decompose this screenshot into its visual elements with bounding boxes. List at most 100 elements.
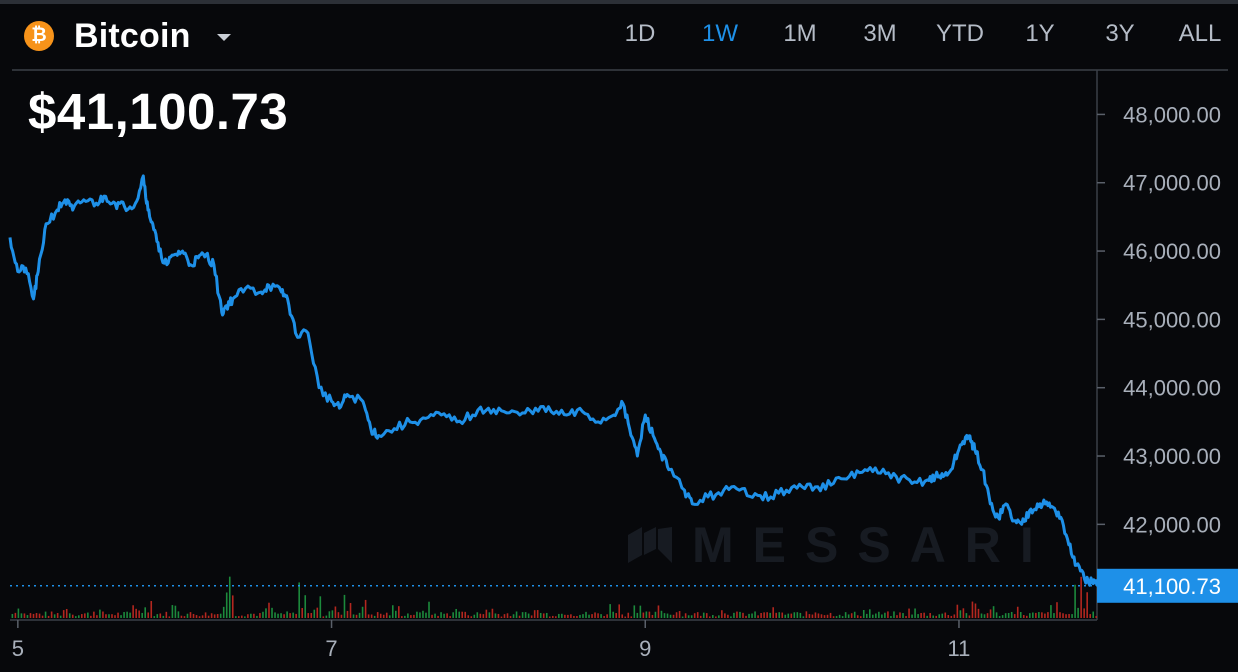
volume-bar bbox=[1062, 613, 1064, 618]
tab-3y[interactable]: 3Y bbox=[1105, 20, 1135, 47]
volume-bar bbox=[585, 611, 587, 618]
volume-bar bbox=[404, 615, 406, 618]
volume-bar bbox=[1086, 592, 1088, 618]
chevron-down-icon[interactable] bbox=[216, 34, 231, 41]
volume-bar bbox=[105, 614, 107, 618]
volume-bar bbox=[497, 613, 500, 618]
volume-bar bbox=[87, 612, 89, 618]
volume-bar bbox=[718, 615, 720, 618]
tab-1w[interactable]: 1W bbox=[702, 20, 738, 47]
volume-bar bbox=[545, 612, 548, 618]
volume-bar bbox=[548, 616, 551, 618]
volume-bar bbox=[757, 615, 759, 618]
volume-bar bbox=[1071, 614, 1073, 618]
volume-bar bbox=[102, 611, 104, 618]
volume-bar bbox=[612, 611, 614, 618]
volume-bar bbox=[150, 601, 153, 618]
volume-bar bbox=[431, 614, 433, 618]
volume-bar bbox=[920, 612, 922, 618]
volume-bar bbox=[739, 611, 741, 618]
volume-bar bbox=[533, 610, 536, 618]
volume-bar bbox=[974, 603, 977, 618]
y-tick-label: 43,000.00 bbox=[1123, 444, 1221, 469]
volume-bar bbox=[1013, 614, 1016, 618]
asset-selector[interactable]: ₿ Bitcoin bbox=[24, 16, 231, 56]
volume-bar bbox=[772, 607, 774, 618]
volume-bar bbox=[672, 614, 675, 618]
volume-bar bbox=[745, 615, 747, 618]
volume-bar bbox=[793, 612, 796, 618]
volume-bar bbox=[247, 614, 249, 618]
volume-bar bbox=[1041, 612, 1043, 618]
volume-bar bbox=[144, 607, 147, 618]
volume-bar bbox=[645, 611, 648, 618]
volume-bar bbox=[428, 601, 430, 618]
volume-bar bbox=[207, 615, 210, 618]
last-price-badge bbox=[1097, 568, 1238, 603]
volume-bar bbox=[576, 616, 578, 618]
volume-bar bbox=[690, 615, 693, 618]
volume-bar bbox=[935, 615, 938, 618]
volume-bar bbox=[482, 614, 485, 618]
volume-bar bbox=[615, 613, 617, 618]
volume-bar bbox=[802, 616, 805, 618]
volume-bar bbox=[736, 611, 738, 618]
volume-bar bbox=[850, 613, 853, 618]
volume-bar bbox=[29, 613, 32, 618]
volume-bar bbox=[313, 609, 316, 618]
volume-bar bbox=[32, 613, 35, 618]
tab-1y[interactable]: 1Y bbox=[1025, 20, 1055, 47]
volume-bar bbox=[503, 614, 506, 618]
volume-bar bbox=[198, 616, 201, 618]
volume-bar bbox=[325, 615, 328, 618]
volume-bar bbox=[458, 611, 460, 618]
volume-bar bbox=[68, 613, 71, 618]
volume-bar bbox=[947, 615, 950, 618]
volume-bar bbox=[298, 582, 300, 618]
volume-bar bbox=[591, 614, 593, 618]
volume-bar bbox=[168, 616, 171, 618]
volume-bar bbox=[992, 606, 995, 618]
volume-bar bbox=[141, 612, 143, 618]
volume-bar bbox=[1047, 612, 1049, 618]
volume-bar bbox=[805, 611, 808, 618]
volume-bar bbox=[660, 610, 663, 618]
range-tabs: 1D 1W 1M 3M YTD 1Y 3Y ALL bbox=[0, 4, 1238, 68]
volume-bar bbox=[899, 612, 901, 618]
volume-bar bbox=[597, 613, 599, 618]
tab-1m[interactable]: 1M bbox=[783, 20, 817, 47]
bitcoin-icon: ₿ bbox=[24, 21, 54, 51]
volume-bar bbox=[829, 612, 832, 618]
x-tick-label: 7 bbox=[325, 636, 337, 661]
volume-bar bbox=[654, 611, 657, 618]
volume-bar bbox=[938, 614, 941, 618]
volume-bar bbox=[349, 603, 352, 618]
tab-all[interactable]: ALL bbox=[1178, 20, 1222, 47]
volume-bar bbox=[219, 613, 222, 618]
volume-bar bbox=[11, 613, 14, 618]
volume-bar bbox=[135, 608, 137, 618]
tab-3m[interactable]: 3M bbox=[863, 20, 897, 47]
volume-bar bbox=[727, 614, 729, 618]
volume-bar bbox=[340, 614, 343, 618]
volume-bar bbox=[542, 613, 545, 618]
volume-bar bbox=[189, 612, 192, 618]
volume-bar bbox=[38, 613, 41, 618]
volume-bar bbox=[23, 613, 26, 618]
volume-bar bbox=[847, 614, 850, 618]
volume-bar bbox=[862, 609, 865, 618]
volume-bar bbox=[778, 612, 781, 618]
volume-bar bbox=[262, 611, 264, 618]
x-tick-label: 5 bbox=[12, 636, 24, 661]
tab-ytd[interactable]: YTD bbox=[936, 20, 984, 47]
volume-bar bbox=[721, 610, 723, 618]
volume-bar bbox=[77, 615, 80, 618]
volume-bar bbox=[956, 604, 959, 618]
volume-bar bbox=[582, 614, 584, 618]
volume-bar bbox=[1095, 616, 1098, 618]
volume-bar bbox=[96, 615, 98, 618]
y-tick-label: 45,000.00 bbox=[1123, 307, 1221, 332]
volume-bar bbox=[422, 610, 424, 618]
tab-1d[interactable]: 1D bbox=[624, 20, 656, 47]
